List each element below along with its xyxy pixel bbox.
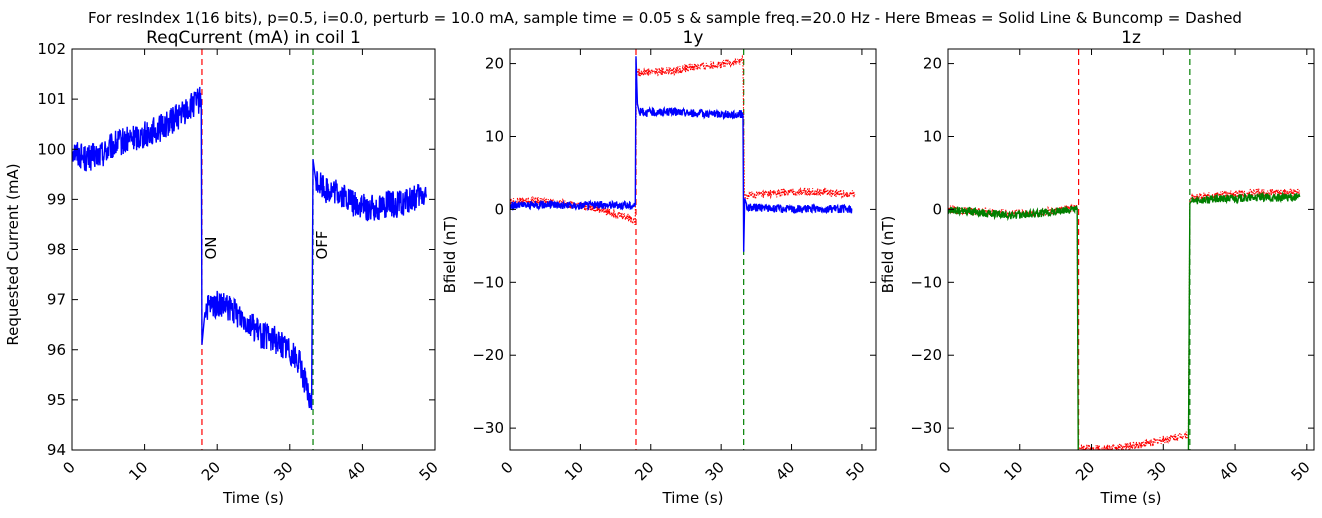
x-axis-label: Time (s) [222,489,284,507]
plot-frame [947,48,1315,451]
ytick-label: −10 [910,273,942,291]
panel-1: ReqCurrent (mA) in coil 1949596979899100… [4,28,442,507]
panel-3: 1z −30 −20 −10 0 10 20 0 10 20 30 40 50 Time (s) Bfiel… [879,28,1315,507]
xtick-label: 40 [343,458,369,484]
plot-area [510,49,856,450]
annotation-off: OFF [313,230,331,259]
series-line-green [948,191,1301,450]
series-line-blue [72,86,427,410]
xtick-label: 0 [59,458,78,477]
ytick-label: −20 [910,346,942,364]
figure-suptitle: For resIndex 1(16 bits), p=0.5, i=0.0, p… [88,9,1242,27]
xtick-label: 30 [270,458,296,484]
ytick-label: 99 [47,190,66,208]
xtick-label: 30 [1144,458,1170,484]
ytick-label: 96 [47,341,66,359]
panel-title: 1y [683,28,704,48]
ytick-label: 0 [932,200,942,218]
y-axis-label: Bfield (nT) [879,216,897,294]
xtick-label: 50 [843,458,869,484]
series-line-red [510,54,856,225]
ytick-label: 10 [485,127,504,145]
plot-frame [71,48,436,451]
plot-area [948,49,1301,450]
panel-2: 1y −30 −20 −10 0 10 20 0 10 20 30 40 50 Time (s) Bfiel… [441,28,877,507]
ytick-label: 94 [47,441,66,459]
xtick-label: 10 [1000,458,1026,484]
ytick-label: −20 [472,346,504,364]
ytick-label: −30 [910,419,942,437]
series-line-blue [510,56,853,252]
y-axis-label: Requested Current (mA) [4,163,22,345]
xtick-label: 0 [935,458,954,477]
series-line-red [948,187,1301,450]
plot-frame [509,48,877,451]
annotation-on: ON [202,236,220,259]
xtick-label: 20 [631,458,657,484]
plot-area [72,49,427,450]
panel-title: 1z [1121,28,1141,48]
xtick-label: 20 [198,458,224,484]
ytick-label: 98 [47,241,66,259]
y-axis-label: Bfield (nT) [441,216,459,294]
x-axis-label: Time (s) [1100,489,1162,507]
ytick-label: 95 [47,391,66,409]
xtick-label: 10 [125,458,151,484]
xtick-label: 50 [416,458,442,484]
xtick-label: 10 [561,458,587,484]
ytick-label: 20 [485,55,504,73]
xtick-label: 0 [497,458,516,477]
xtick-label: 50 [1287,458,1313,484]
xtick-label: 40 [772,458,798,484]
ytick-label: 100 [37,140,66,158]
panels: ReqCurrent (mA) in coil 1949596979899100… [4,28,1315,507]
ytick-label: 20 [923,55,942,73]
panel-title: ReqCurrent (mA) in coil 1 [146,28,361,48]
ytick-label: 101 [37,90,66,108]
ytick-label: 97 [47,291,66,309]
ytick-label: −10 [472,273,504,291]
xtick-label: 20 [1072,458,1098,484]
x-axis-label: Time (s) [662,489,724,507]
ytick-label: 0 [494,200,504,218]
xtick-label: 30 [702,458,728,484]
ytick-label: 102 [37,40,66,58]
ytick-label: 10 [923,127,942,145]
xtick-label: 40 [1216,458,1242,484]
ytick-label: −30 [472,419,504,437]
